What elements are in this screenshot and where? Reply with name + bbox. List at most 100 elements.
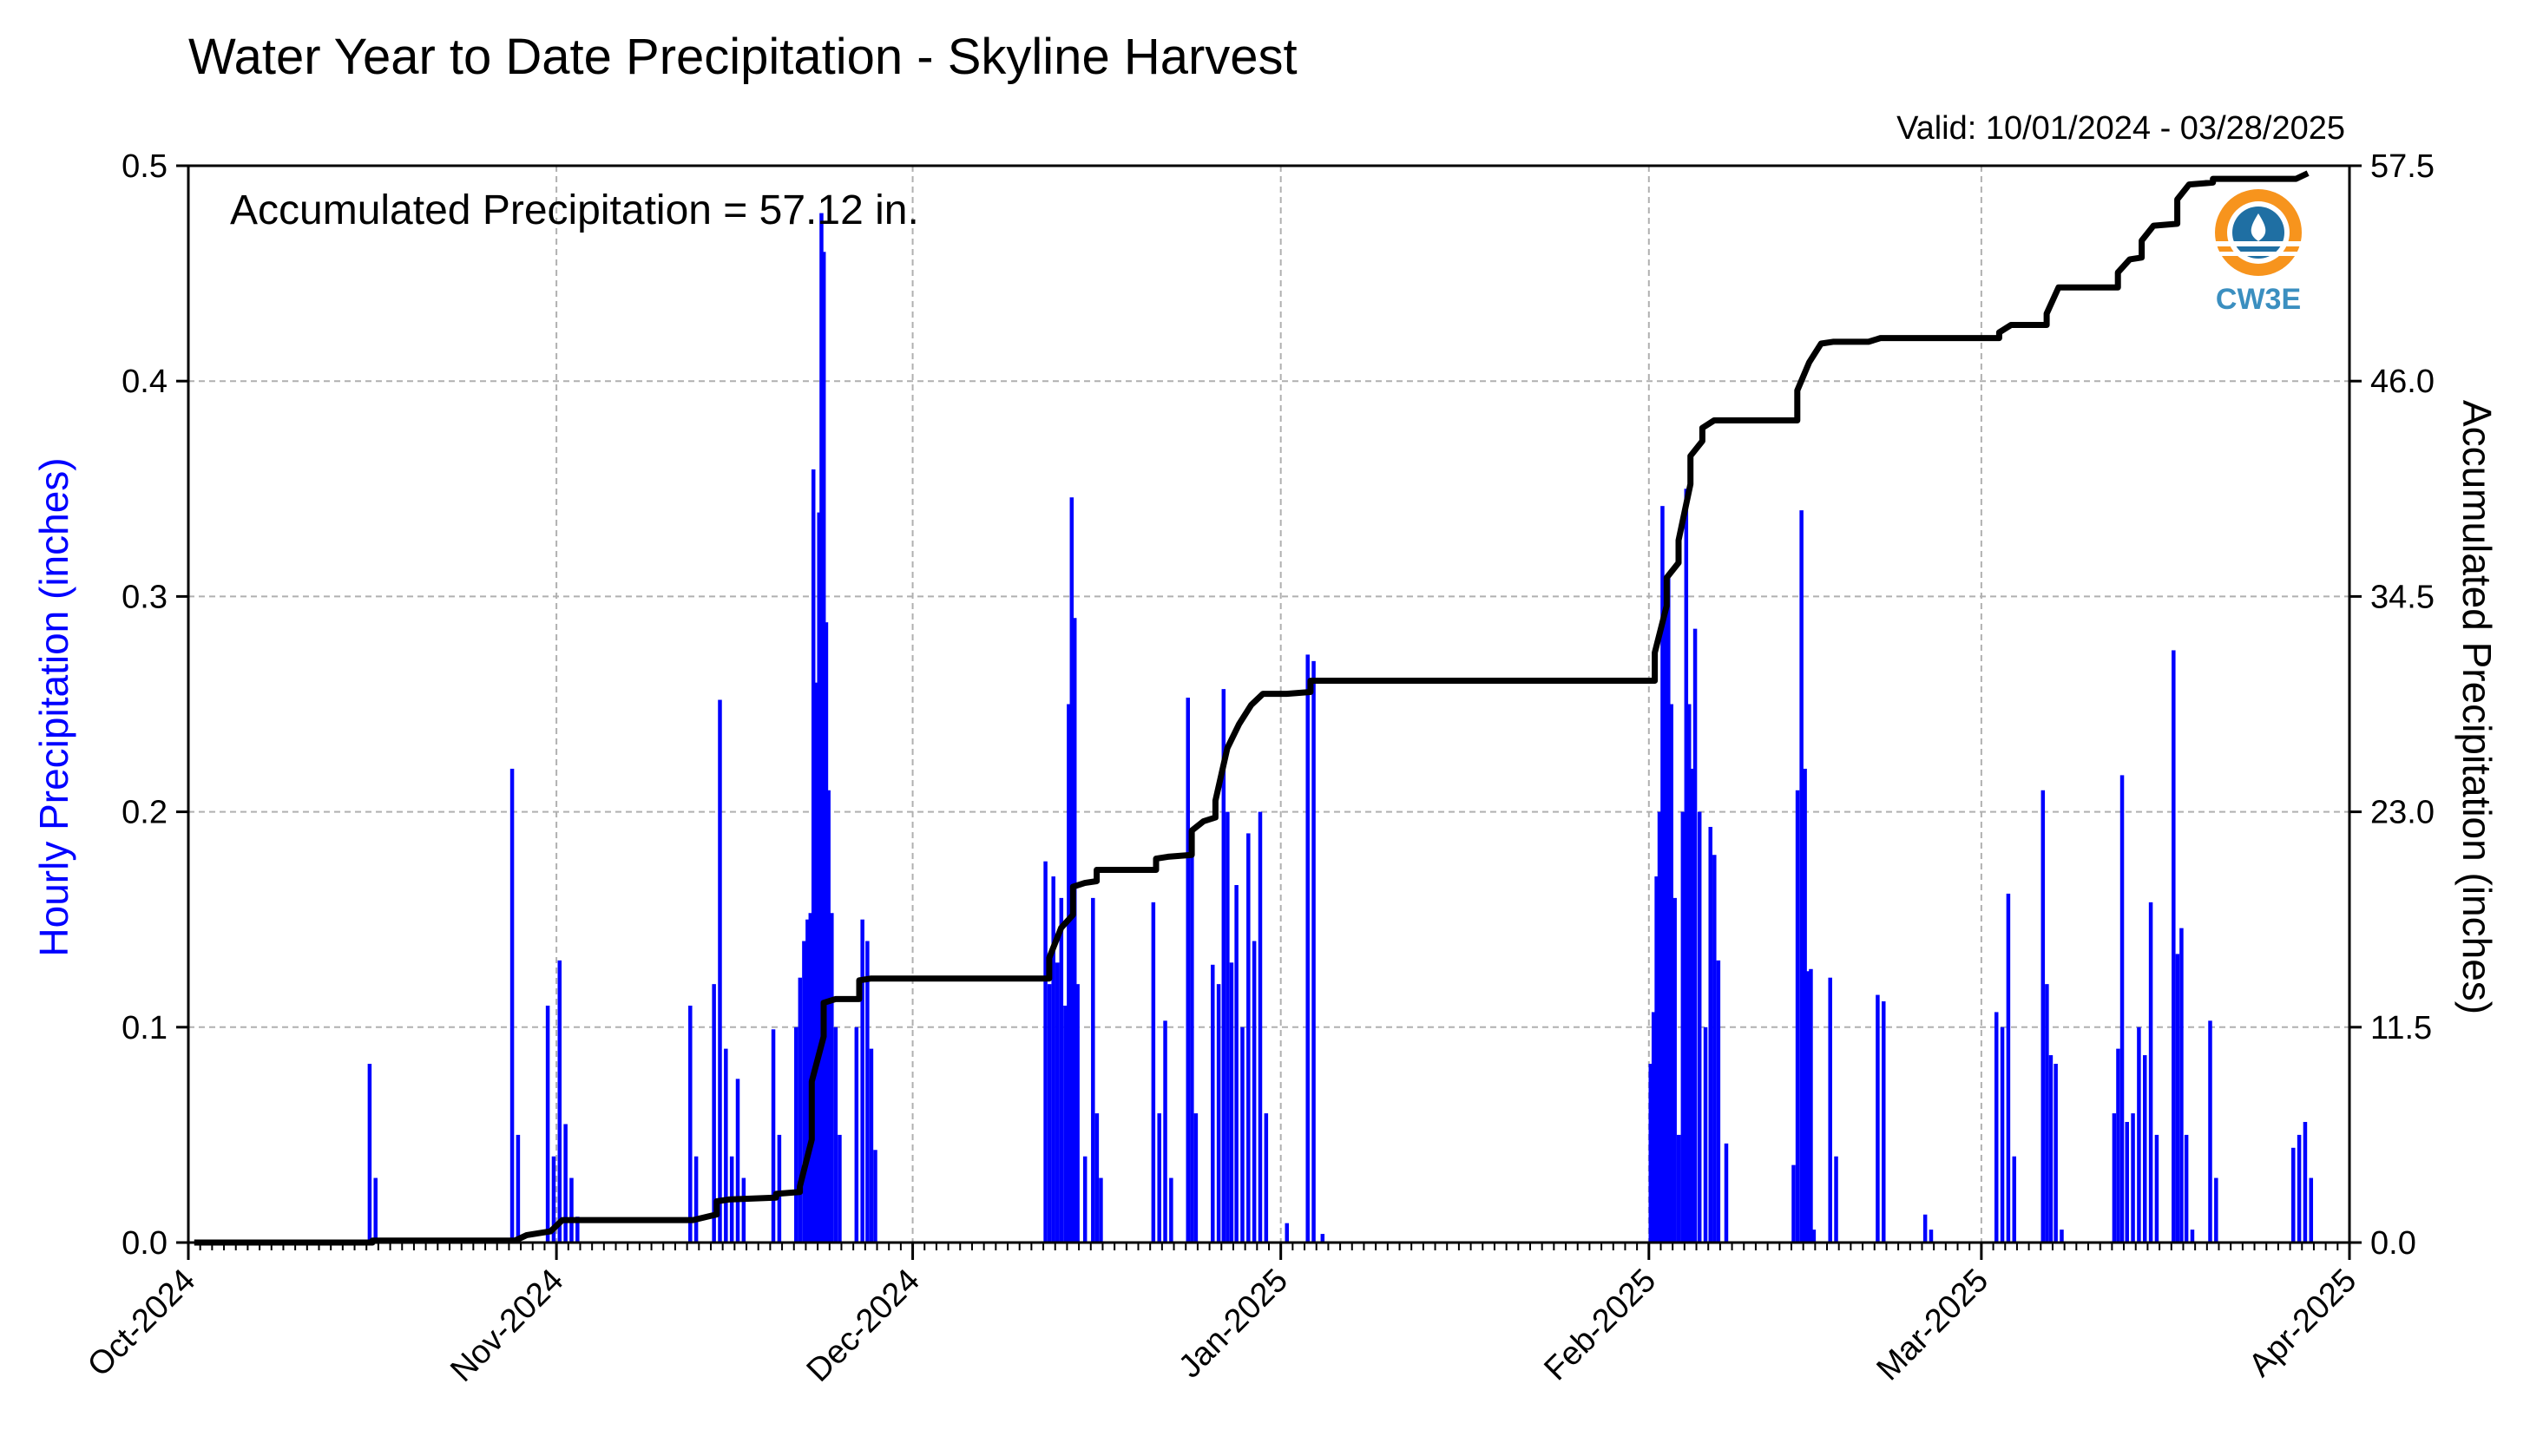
hourly-precip-bar [1285,1223,1290,1243]
left-tick-label: 0.3 [122,579,168,615]
left-tick-label: 0.5 [122,148,168,185]
hourly-precip-bar [1190,855,1194,1243]
hourly-precip-bar [712,984,716,1243]
hourly-precip-bar [833,1026,838,1243]
hourly-precip-bar [1708,826,1712,1243]
accumulated-total-annotation: Accumulated Precipitation = 57.12 in. [230,187,919,233]
hourly-precip-bar [1151,902,1156,1243]
hourly-precip-bar [557,960,562,1243]
hourly-precip-bar [2040,790,2046,1243]
x-tick-label: Nov-2024 [444,1263,570,1389]
left-tick-label: 0.1 [122,1010,168,1046]
hourly-precip-bar [1157,1113,1161,1243]
hourly-precip-bar [1211,964,1215,1243]
hourly-precip-bar [777,1134,782,1243]
water-drop-icon [2251,213,2266,241]
hourly-precip-bar [575,1217,580,1243]
right-tick-label: 34.5 [2370,579,2435,615]
hourly-precip-bar [1252,941,1257,1243]
hourly-precip-bar [735,1079,740,1243]
hourly-precip-bar [1686,704,1692,1243]
left-axis-label: Hourly Precipitation (inches) [31,457,76,956]
hourly-precip-bar [838,1134,842,1243]
hourly-precip-bar [688,1005,693,1243]
hourly-precip-bar [2142,1055,2147,1243]
hourly-precip-bar [2137,1026,2141,1243]
hourly-precip-bar [854,1026,859,1243]
hourly-precip-bar [1876,994,1880,1243]
hourly-bars [367,213,2314,1243]
hourly-precip-bar [2054,1063,2058,1243]
hourly-precip-bar [1809,968,1813,1243]
hourly-precip-bar [2125,1122,2129,1243]
x-tick-label: Jan-2025 [1172,1263,1295,1386]
x-tick-label: Mar-2025 [1870,1263,1996,1388]
hourly-precip-bar [2148,902,2153,1243]
hourly-precip-bar [1063,1005,1068,1243]
x-tick-label: Oct-2024 [81,1263,202,1384]
hourly-precip-bar [1186,698,1191,1243]
hourly-precip-bar [693,1156,699,1243]
hourly-precip-bar [1672,897,1677,1243]
hourly-precip-bar [1099,1177,1103,1243]
hourly-precip-bar [1657,811,1662,1243]
hourly-precip-bar [1648,1063,1653,1243]
x-tick-label: Apr-2025 [2242,1263,2363,1384]
hourly-precip-bar [2291,1147,2296,1243]
hourly-precip-bar [1094,1113,1100,1243]
x-axis-ticks: Oct-2024 Nov-2024 Dec-2024 Jan-2025 Feb-2025… [81,1243,2363,1389]
hourly-precip-bar [1666,574,1671,1243]
hourly-precip-bar [2131,1113,2135,1243]
hourly-precip-bar [367,1063,372,1243]
hourly-precip-bar [1660,506,1665,1243]
hourly-precip-bar [1922,1214,1928,1243]
hourly-precip-bar [1082,1156,1088,1243]
hourly-precip-bar [1651,1012,1656,1243]
hourly-precip-bar [1677,1134,1681,1243]
hourly-precip-bar [545,1005,550,1243]
hourly-precip-bar [1226,811,1230,1243]
left-tick-label: 0.2 [122,795,168,831]
hourly-precip-bar [1091,897,1095,1243]
hourly-precip-bar [1669,704,1673,1243]
right-tick-label: 46.0 [2370,364,2435,400]
hourly-precip-bar [1680,811,1686,1243]
hourly-precip-bar [794,1026,798,1243]
hourly-precip-bar [1697,811,1702,1243]
left-axis-ticks: 0.0 0.1 0.2 0.3 0.4 0.5 [122,148,188,1262]
hourly-precip-bar [1221,689,1226,1243]
hourly-precip-bar [1246,833,1251,1243]
hourly-precip-bar [1929,1230,1934,1243]
hourly-precip-bar [1075,984,1080,1243]
hourly-precip-bar [2184,1134,2189,1243]
hourly-precip-bar [830,913,834,1243]
hourly-precip-bar [1305,654,1310,1243]
hourly-precip-bar [1690,768,1694,1243]
right-tick-label: 11.5 [2370,1010,2432,1046]
right-tick-label: 23.0 [2370,795,2435,831]
hourly-precip-bar [1882,1001,1886,1243]
hourly-precip-bar [798,977,803,1243]
hourly-precip-bar [2208,1020,2212,1243]
logo-text: CW3E [2216,283,2301,316]
hourly-precip-bar [2214,1177,2218,1243]
hourly-precip-bar [1799,510,1804,1243]
hourly-precip-bar [741,1177,746,1243]
hourly-precip-bar [1059,897,1064,1243]
hourly-precip-bar [865,941,870,1243]
hourly-precip-bar [569,1177,574,1243]
hourly-precip-bar [1072,618,1077,1243]
hourly-precip-bar [814,682,818,1243]
x-tick-label: Dec-2024 [800,1263,927,1389]
hourly-precip-bar [1716,960,1721,1243]
hourly-precip-bar [1684,489,1689,1243]
hourly-precip-bar [1803,768,1807,1243]
hourly-precip-bar [1654,876,1659,1243]
hourly-precip-bar [1805,971,1810,1243]
x-tick-label: Feb-2025 [1537,1263,1663,1388]
hourly-precip-bar [1258,811,1263,1243]
hourly-precip-bar [1791,1164,1796,1243]
right-tick-label: 0.0 [2370,1225,2416,1262]
hourly-precip-bar [1055,962,1060,1243]
